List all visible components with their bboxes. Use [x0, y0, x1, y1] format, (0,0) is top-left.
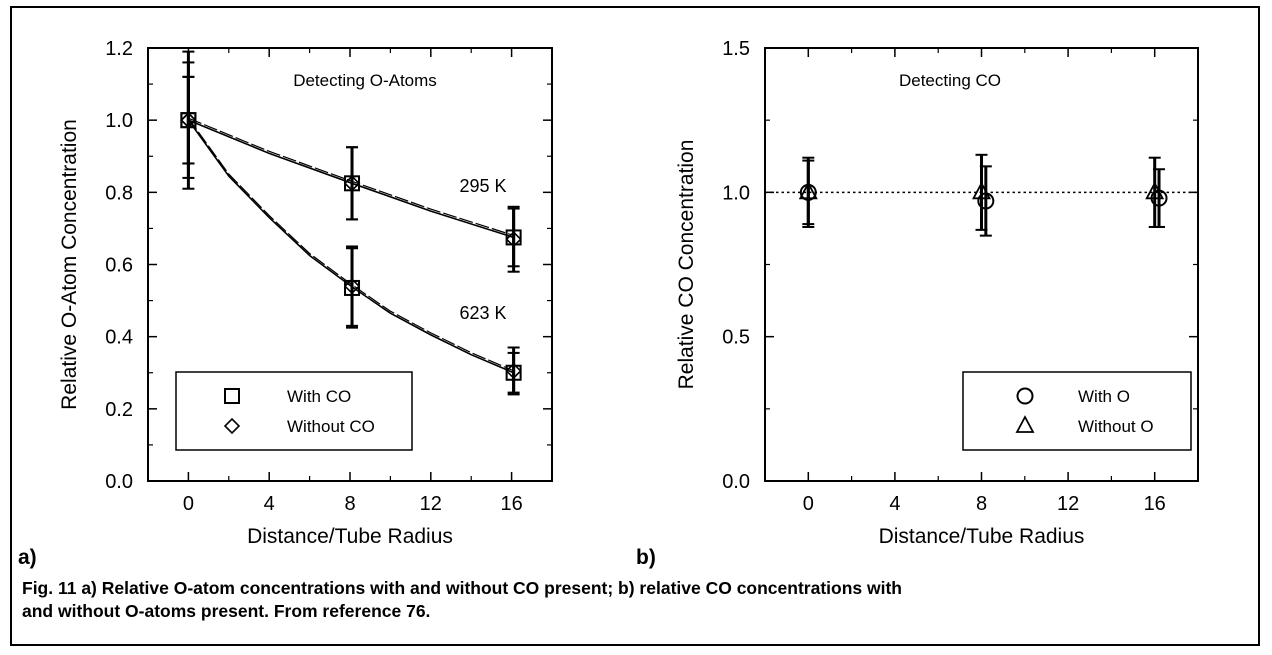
x-tick-label: 8: [344, 493, 355, 515]
x-tick-label: 8: [976, 493, 987, 515]
data-point: [505, 362, 522, 380]
y-tick-label: 0.0: [105, 471, 133, 493]
data-point: [1145, 181, 1165, 200]
y-tick-label: 1.0: [722, 182, 750, 204]
y-tick-label: 1.2: [105, 38, 133, 60]
y-tick-label: 0.2: [105, 399, 133, 421]
legend-marker: [1016, 387, 1034, 405]
legend-marker: [224, 388, 240, 404]
legend-label: With O: [1078, 387, 1130, 406]
chart-panel-a: 0 4 8 12 16 0.0 0.2 0.4 0.6 0.8 1.0 1.2 Distance/Tub…: [18, 38, 553, 569]
data-point: [180, 112, 197, 129]
y-tick-label: 0.0: [722, 471, 750, 493]
x-tick-label: 12: [1057, 493, 1079, 515]
data-point: [505, 231, 522, 248]
fit-curve-label: 295 K: [459, 176, 506, 196]
fit-curve-dashed: [187, 117, 514, 372]
data-point: [798, 181, 818, 200]
x-tick-label: 0: [803, 493, 814, 515]
caption-line-2: and without O-atoms present. From refere…: [22, 601, 431, 621]
legend-label: Without O: [1078, 417, 1154, 436]
x-axis-label: Distance/Tube Radius: [247, 525, 453, 548]
legend-marker: [223, 417, 241, 435]
legend-label: Without CO: [287, 417, 375, 436]
x-tick-label: 16: [500, 493, 522, 515]
y-tick-label: 1.5: [722, 38, 750, 60]
x-tick-label: 4: [264, 493, 275, 515]
figure-caption: Fig. 11 a) Relative O-atom concentration…: [22, 577, 1252, 623]
legend-box: [962, 371, 1192, 451]
fit-curve-label: 623 K: [459, 303, 506, 323]
y-tick-label: 0.5: [722, 327, 750, 349]
legend-box: [175, 371, 413, 451]
chart-panel-b: 0 4 8 12 16 0.0 0.5 1.0 1.5 Distance/Tube Radius R…: [636, 38, 1199, 569]
legend-label: With CO: [287, 387, 351, 406]
y-tick-label: 0.8: [105, 182, 133, 204]
data-point: [972, 181, 991, 200]
data-point: [343, 175, 361, 192]
x-tick-label: 0: [183, 493, 194, 515]
panel-label: b): [636, 546, 656, 569]
x-tick-label: 4: [889, 493, 900, 515]
panel-label: a): [18, 546, 37, 569]
y-axis-label: Relative CO Concentration: [675, 140, 698, 390]
legend: With O Without O: [962, 371, 1192, 451]
figure-charts: 0 4 8 12 16 0.0 0.2 0.4 0.6 0.8 1.0 1.2 Distance/Tub…: [18, 38, 1199, 569]
figure-frame: [10, 6, 1260, 646]
caption-line-1: Fig. 11 a) Relative O-atom concentration…: [22, 578, 902, 598]
y-tick-label: 0.4: [105, 327, 133, 349]
data-point: [343, 278, 361, 295]
data-point: [977, 192, 995, 210]
y-tick-label: 1.0: [105, 110, 133, 132]
chart-title: Detecting O-Atoms: [293, 71, 437, 90]
legend-marker: [1015, 415, 1035, 433]
legend: With CO Without CO: [175, 371, 413, 451]
y-tick-label: 0.6: [105, 255, 133, 277]
y-axis-label: Relative O-Atom Concentration: [58, 119, 81, 410]
x-tick-label: 12: [420, 493, 442, 515]
chart-title: Detecting CO: [899, 71, 1001, 90]
x-axis-label: Distance/Tube Radius: [879, 525, 1085, 548]
x-tick-label: 16: [1144, 493, 1166, 515]
